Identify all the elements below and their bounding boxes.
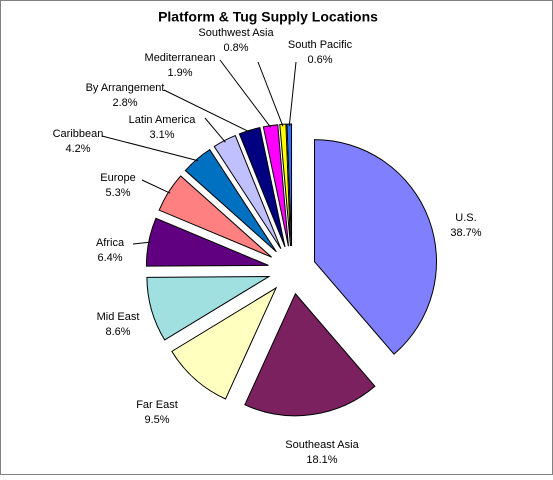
slice-label: Southwest Asia [198, 27, 274, 39]
slice-label: Caribbean [53, 128, 104, 140]
slice-label: Latin America [129, 114, 197, 126]
pie-slice [184, 148, 277, 253]
leader-line [101, 135, 199, 162]
leader-line [132, 241, 151, 245]
leader-line [141, 179, 171, 194]
slice-value-label: 8.6% [105, 326, 130, 338]
slice-label: By Arrangement [86, 82, 165, 94]
slice-value-label: 2.8% [112, 97, 137, 109]
slice-value-label: 0.6% [307, 54, 332, 66]
leader-line [204, 117, 226, 143]
pie-slice [314, 139, 437, 355]
pie-slice [238, 127, 286, 248]
slice-label: Europe [100, 172, 135, 184]
slice-label: Southeast Asia [285, 439, 359, 451]
slice-value-label: 18.1% [306, 454, 337, 466]
slice-value-label: 38.7% [450, 227, 481, 239]
pie-slice [146, 276, 271, 341]
slice-label: Far East [136, 399, 178, 411]
leader-line [288, 61, 297, 127]
slice-label: South Pacific [288, 39, 353, 51]
slice-value-label: 4.2% [65, 143, 90, 155]
pie-slice [145, 217, 269, 267]
pie-slice [244, 292, 376, 417]
slice-label: U.S. [455, 212, 476, 224]
slice-label: Mid East [97, 311, 140, 323]
pie-slice [279, 123, 291, 247]
slice-value-label: 5.3% [105, 187, 130, 199]
leader-line [219, 59, 272, 128]
pie-slice [171, 286, 278, 400]
slice-label: Mediterranean [145, 52, 216, 64]
leader-line [163, 89, 251, 133]
slice-value-label: 1.9% [167, 67, 192, 79]
chart-title: Platform & Tug Supply Locations [158, 9, 378, 25]
pie-slice [262, 124, 289, 247]
slice-value-label: 6.4% [97, 252, 122, 264]
slice-label: Africa [96, 237, 125, 249]
slice-value-label: 0.8% [223, 42, 248, 54]
leader-line [257, 61, 284, 127]
slice-value-label: 9.5% [144, 414, 169, 426]
slice-value-label: 3.1% [149, 129, 174, 141]
